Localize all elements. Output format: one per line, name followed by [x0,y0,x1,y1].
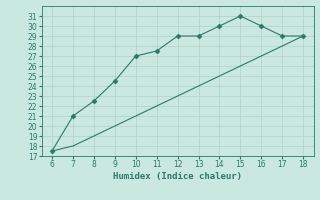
X-axis label: Humidex (Indice chaleur): Humidex (Indice chaleur) [113,172,242,181]
